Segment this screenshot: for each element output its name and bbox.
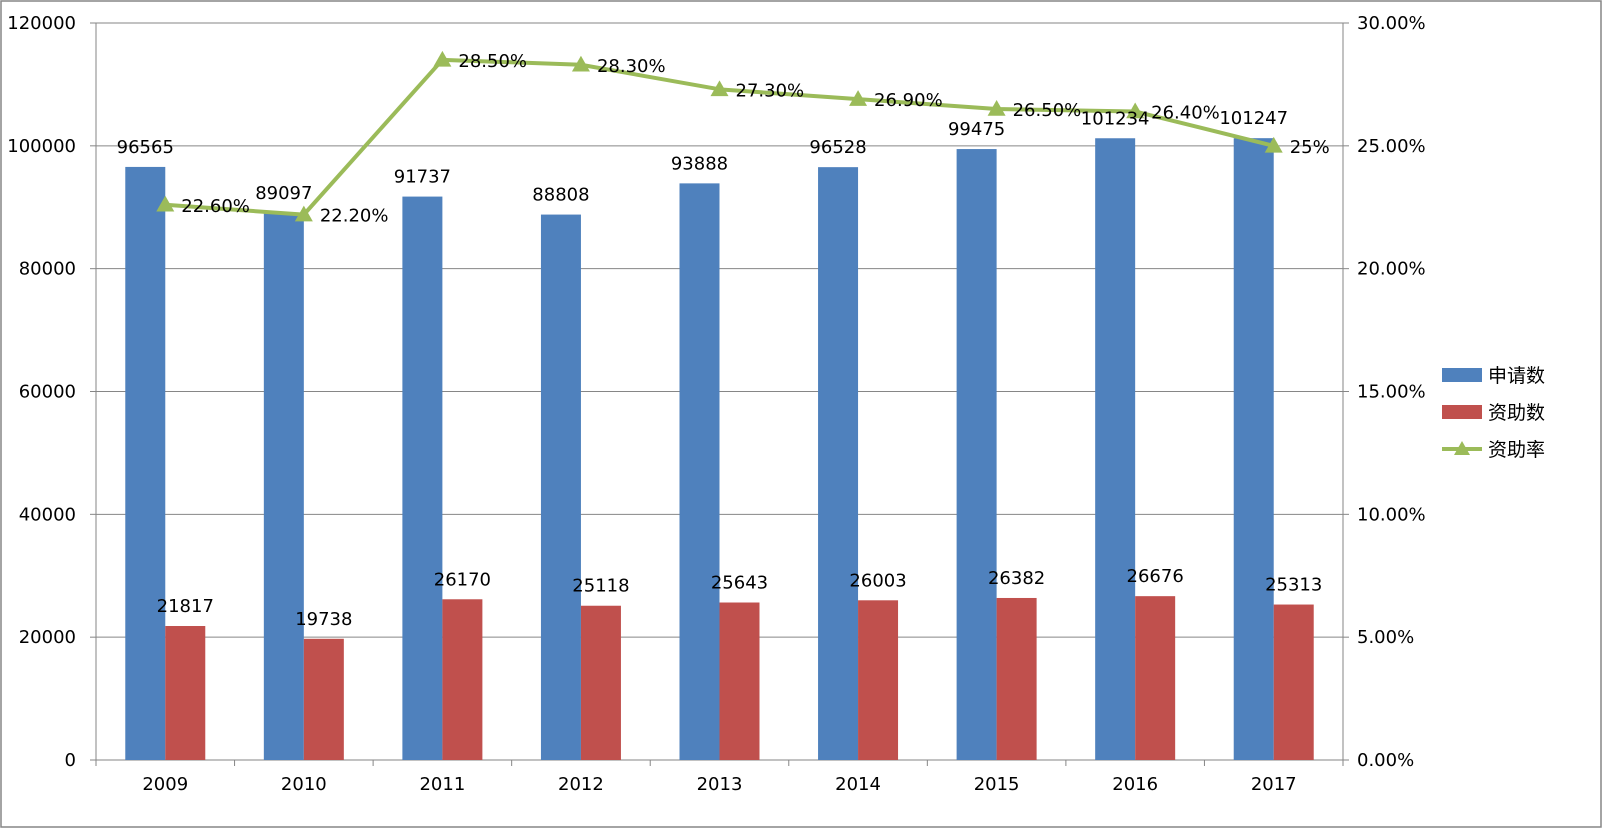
legend-swatch <box>1442 368 1482 382</box>
x-tick-label: 2013 <box>697 774 743 795</box>
rate-line <box>156 50 1283 222</box>
bar-applications <box>818 167 859 760</box>
bar-funded <box>719 602 760 760</box>
data-label-funded: 25118 <box>572 576 629 597</box>
y-right-tick-label: 0.00% <box>1357 750 1414 771</box>
data-label-funded: 19738 <box>295 609 352 630</box>
bar-applications <box>1233 138 1274 760</box>
y-left-tick-label: 100000 <box>7 136 76 157</box>
y-right-tick-label: 25.00% <box>1357 136 1426 157</box>
y-right-tick-label: 5.00% <box>1357 627 1414 648</box>
x-tick-label: 2016 <box>1112 774 1158 795</box>
data-label-applications: 89097 <box>255 183 312 204</box>
data-label-funded: 26170 <box>434 569 491 590</box>
bar-funded <box>858 600 899 760</box>
rate-marker <box>987 99 1006 116</box>
bar-funded <box>442 599 483 760</box>
bar-applications <box>125 166 166 761</box>
bar-applications <box>679 183 720 760</box>
data-label-rate: 28.50% <box>458 51 527 72</box>
data-label-applications: 93888 <box>671 153 728 174</box>
y-left-tick-label: 40000 <box>19 504 76 525</box>
y-right-tick-label: 15.00% <box>1357 382 1426 403</box>
data-label-funded: 21817 <box>157 596 214 617</box>
x-tick-label: 2012 <box>558 774 604 795</box>
legend-swatch <box>1442 405 1482 419</box>
data-label-rate: 27.30% <box>736 80 805 101</box>
data-label-funded: 25313 <box>1265 575 1322 596</box>
data-label-funded: 26382 <box>988 568 1045 589</box>
data-label-applications: 101247 <box>1219 108 1288 129</box>
y-left-tick-label: 120000 <box>7 13 76 34</box>
x-tick-label: 2014 <box>835 774 881 795</box>
bar-funded <box>303 638 344 760</box>
rate-marker <box>571 55 590 72</box>
rate-marker <box>1264 136 1283 153</box>
y-left-tick-label: 0 <box>65 750 76 771</box>
bar-applications <box>1095 138 1136 760</box>
data-label-rate: 26.50% <box>1013 100 1082 121</box>
y-left-tick-label: 80000 <box>19 259 76 280</box>
data-label-funded: 26003 <box>849 570 906 591</box>
rate-marker <box>710 80 729 97</box>
bars <box>125 138 1314 761</box>
data-label-rate: 25% <box>1290 137 1330 158</box>
rate-marker <box>294 205 313 222</box>
bar-applications <box>540 214 581 760</box>
legend-label: 申请数 <box>1488 365 1545 387</box>
bar-funded <box>996 597 1037 760</box>
data-label-applications: 88808 <box>532 185 589 206</box>
legend-label: 资助率 <box>1488 439 1545 461</box>
x-tick-label: 2011 <box>419 774 465 795</box>
y-right-tick-label: 20.00% <box>1357 259 1426 280</box>
y-right-tick-label: 30.00% <box>1357 13 1426 34</box>
y-left-tick-label: 60000 <box>19 382 76 403</box>
rate-marker <box>156 195 175 212</box>
data-label-applications: 101234 <box>1081 108 1150 129</box>
rate-marker <box>1126 102 1145 119</box>
data-label-rate: 26.90% <box>874 90 943 111</box>
x-tick-label: 2009 <box>142 774 188 795</box>
data-label-applications: 96528 <box>809 137 866 158</box>
x-tick-label: 2010 <box>281 774 327 795</box>
data-label-rate: 26.40% <box>1151 102 1220 123</box>
y-left-tick-label: 20000 <box>19 627 76 648</box>
y-right-tick-label: 10.00% <box>1357 504 1426 525</box>
x-tick-label: 2015 <box>974 774 1020 795</box>
bar-funded <box>1273 604 1314 760</box>
data-label-funded: 26676 <box>1127 566 1184 587</box>
x-tick-label: 2017 <box>1251 774 1297 795</box>
data-labels: 96565 89097 91737 88808 93888 96528 99475 10123… <box>117 51 1330 630</box>
bar-funded <box>1135 596 1176 760</box>
bar-applications <box>956 149 997 760</box>
legend-label: 资助数 <box>1488 402 1545 424</box>
bar-applications <box>263 212 304 761</box>
data-label-rate: 22.60% <box>181 196 250 217</box>
data-label-applications: 96565 <box>117 137 174 158</box>
bar-funded <box>165 626 206 760</box>
data-label-rate: 28.30% <box>597 56 666 77</box>
data-label-funded: 25643 <box>711 573 768 594</box>
rate-marker <box>433 50 452 67</box>
bar-funded <box>580 605 621 760</box>
bar-applications <box>402 196 443 761</box>
data-label-applications: 99475 <box>948 119 1005 140</box>
data-label-applications: 91737 <box>394 167 451 188</box>
legend-marker <box>1454 441 1470 455</box>
data-label-rate: 22.20% <box>320 206 389 227</box>
rate-marker <box>849 90 868 106</box>
